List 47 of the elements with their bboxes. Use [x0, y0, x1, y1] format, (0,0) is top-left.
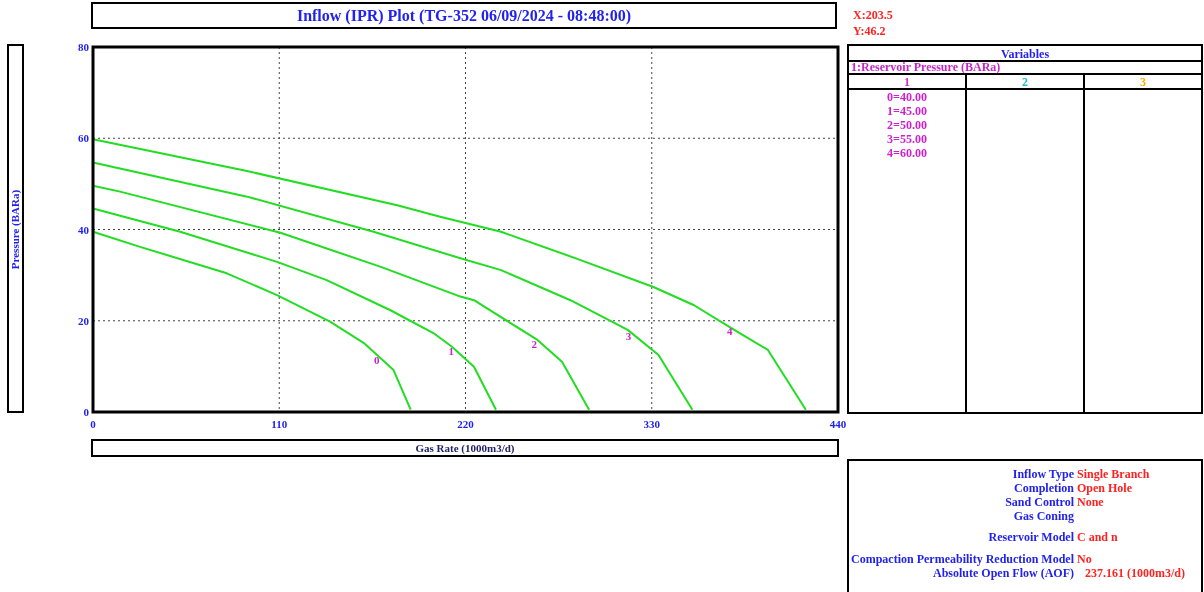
- y-tick-label: 0: [83, 406, 90, 418]
- category-label: 2: [1022, 75, 1028, 89]
- text: 4=60.00: [887, 146, 927, 160]
- category-label: Completion: [1014, 481, 1075, 495]
- x-tick-label: 220: [457, 418, 475, 430]
- annotation: 3: [625, 330, 632, 343]
- x-tick-label: 440: [829, 418, 847, 430]
- text: 1:Reservoir Pressure (BARa): [851, 60, 1001, 74]
- text: Single Branch: [1077, 467, 1150, 481]
- category-label: Absolute Open Flow (AOF): [933, 566, 1074, 580]
- x-tick-label: 110: [271, 418, 288, 430]
- chart-title: Inflow (IPR) Plot (TG-352 06/09/2024 - 08:48:00): [296, 7, 632, 25]
- y-tick-label: 80: [78, 41, 90, 53]
- text: 3=55.00: [887, 132, 927, 146]
- text: Y:46.2: [853, 24, 886, 38]
- category-label: 1: [904, 75, 910, 89]
- line-series: [92, 184, 591, 411]
- text: 1=45.00: [887, 104, 927, 118]
- y-tick-label: 60: [78, 132, 90, 145]
- annotation: 0: [374, 353, 381, 366]
- y-axis-title: Pressure (BARa): [9, 189, 22, 270]
- annotation: 2: [531, 337, 538, 350]
- line-series: [92, 230, 412, 411]
- x-axis-title: Gas Rate (1000m3/d): [415, 442, 515, 455]
- annotation: 1: [448, 344, 455, 357]
- text: X:203.5: [853, 8, 893, 22]
- line-series: [92, 207, 497, 411]
- text: Open Hole: [1077, 481, 1133, 495]
- line-series: [92, 161, 694, 411]
- category-label: Reservoir Model: [988, 530, 1075, 544]
- category-label: Inflow Type: [1012, 467, 1075, 481]
- category-label: Gas Coning: [1013, 509, 1074, 523]
- category-label: Compaction Permeability Reduction Model: [851, 552, 1075, 566]
- line-series: [92, 138, 807, 411]
- text: 0=40.00: [887, 90, 927, 104]
- text: Variables: [1000, 47, 1050, 61]
- category-label: Sand Control: [1005, 495, 1075, 509]
- text: No: [1077, 552, 1092, 566]
- annotation: 4: [727, 324, 734, 337]
- category-label: 3: [1140, 75, 1146, 89]
- text: None: [1077, 495, 1104, 509]
- y-tick-label: 40: [78, 223, 90, 236]
- text: 237.161 (1000m3/d): [1085, 566, 1185, 580]
- text: 2=50.00: [887, 118, 927, 132]
- x-tick-label: 330: [643, 418, 661, 430]
- text: C and n: [1077, 530, 1118, 544]
- y-tick-label: 20: [78, 314, 90, 327]
